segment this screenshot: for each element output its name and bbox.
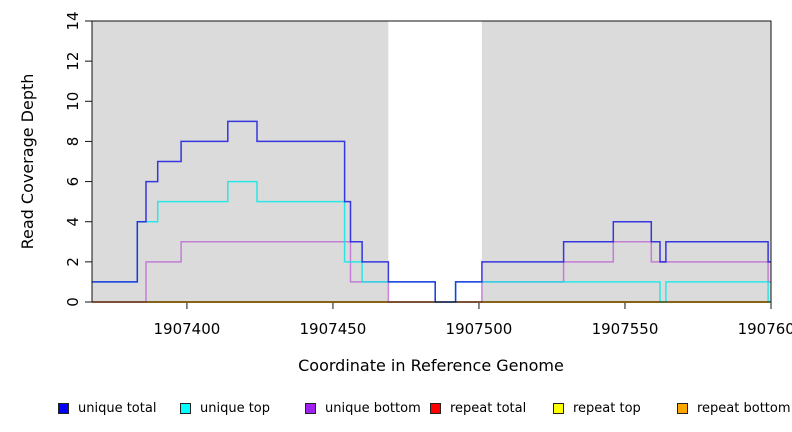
- y-tick-label: 2: [64, 257, 82, 267]
- legend-swatch-icon: [677, 403, 688, 414]
- x-tick-label: 1907500: [446, 320, 513, 338]
- series-unique-bottom-line: [92, 241, 771, 303]
- plot-border: [91, 20, 772, 303]
- legend-item-repeat-bottom: repeat bottom: [677, 400, 791, 417]
- x-tick-label: 1907400: [154, 320, 221, 338]
- legend-item-repeat-top: repeat top: [553, 400, 641, 417]
- legend-item-unique-bottom: unique bottom: [305, 400, 421, 417]
- legend-label: unique bottom: [325, 401, 421, 416]
- legend-item-unique-total: unique total: [58, 400, 156, 417]
- legend-swatch-icon: [305, 403, 316, 414]
- y-tick-label: 14: [64, 11, 82, 30]
- plot-background-bands: [92, 21, 771, 302]
- legend-swatch-icon: [553, 403, 564, 414]
- y-tick-label: 12: [64, 52, 82, 71]
- legend-swatch-icon: [180, 403, 191, 414]
- legend-label: unique total: [78, 401, 157, 416]
- band-unique-region: [92, 21, 389, 302]
- legend-label: repeat bottom: [697, 401, 791, 416]
- band-repeat-region-gap: [388, 21, 482, 302]
- x-tick-label: 1907550: [592, 320, 659, 338]
- legend-label: repeat top: [573, 401, 641, 416]
- y-tick-label: 8: [64, 137, 82, 147]
- y-axis-title: Read Coverage Depth: [18, 74, 37, 250]
- legend-label: repeat total: [450, 401, 527, 416]
- y-tick-label: 0: [64, 297, 82, 307]
- legend-item-unique-top: unique top: [180, 400, 270, 417]
- legend-swatch-icon: [58, 403, 69, 414]
- band-unique-region: [481, 21, 771, 302]
- series-unique-top-line: [92, 180, 771, 303]
- y-tick-label: 4: [64, 217, 82, 227]
- x-tick-label: 1907450: [300, 320, 367, 338]
- legend-item-repeat-total: repeat total: [430, 400, 526, 417]
- legend-label: unique top: [200, 401, 271, 416]
- x-axis-title: Coordinate in Reference Genome: [298, 356, 564, 375]
- y-tick-label: 10: [64, 92, 82, 111]
- y-tick-label: 6: [64, 177, 82, 187]
- legend-swatch-icon: [430, 403, 441, 414]
- series-unique-total-line: [92, 120, 771, 303]
